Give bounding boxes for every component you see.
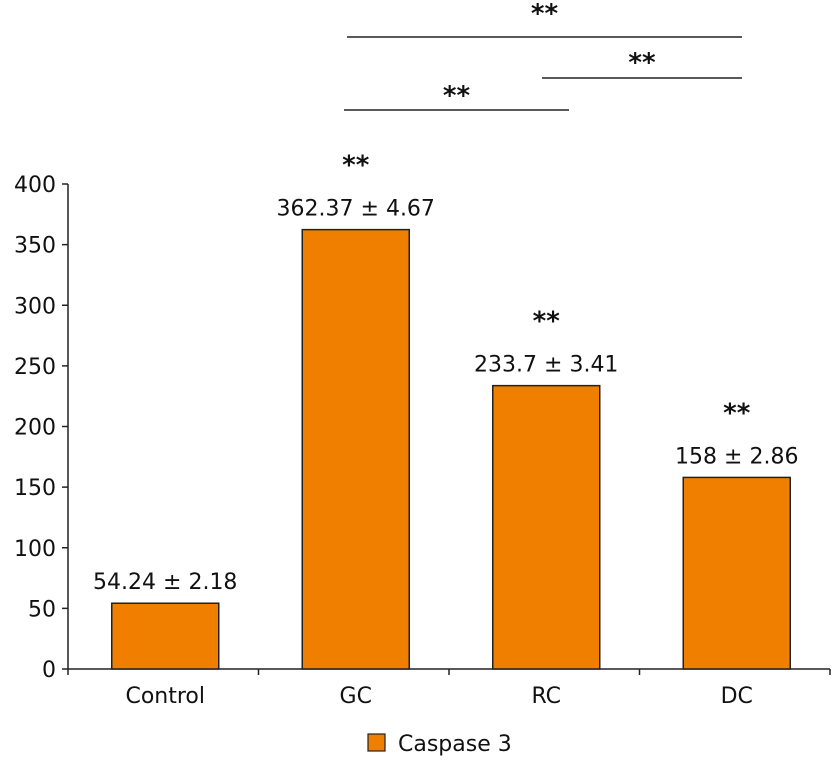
bar-rc: [492, 384, 601, 670]
data-label: 158 ± 2.86: [675, 444, 798, 469]
x-tick-label: RC: [531, 684, 561, 709]
significance-marker: **: [342, 151, 370, 181]
data-label: 362.37 ± 4.67: [277, 197, 435, 222]
x-tick-label: GC: [340, 684, 372, 709]
bar-dc: [682, 476, 791, 670]
y-tick-label: 0: [42, 658, 56, 683]
significance-marker: **: [723, 398, 751, 428]
bar-gc: [301, 228, 410, 670]
y-tick-label: 350: [14, 234, 56, 259]
comparison-marker: **: [628, 48, 656, 78]
significance-marker: **: [533, 307, 561, 337]
y-tick-label: 150: [14, 476, 56, 501]
data-label: 54.24 ± 2.18: [93, 570, 237, 595]
bar-control: [111, 602, 220, 670]
legend-swatch: [367, 733, 386, 752]
legend-label: Caspase 3: [398, 732, 512, 757]
y-tick-label: 200: [14, 416, 56, 441]
y-tick-label: 250: [14, 355, 56, 380]
y-tick-label: 400: [14, 173, 56, 198]
data-label: 233.7 ± 3.41: [474, 353, 618, 378]
y-tick-label: 50: [28, 597, 56, 622]
y-tick-label: 300: [14, 294, 56, 319]
x-tick-label: DC: [721, 684, 753, 709]
y-tick-label: 100: [14, 537, 56, 562]
comparison-marker: **: [443, 81, 471, 111]
comparison-marker: **: [531, 0, 559, 29]
x-tick-label: Control: [125, 684, 205, 709]
